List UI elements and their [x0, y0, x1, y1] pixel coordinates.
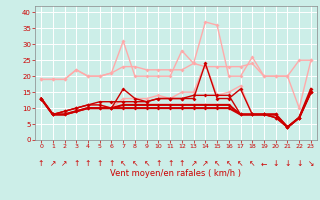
Text: ↗: ↗	[50, 159, 56, 168]
Text: ↗: ↗	[61, 159, 68, 168]
Text: ↑: ↑	[167, 159, 173, 168]
Text: ↘: ↘	[308, 159, 314, 168]
Text: ↓: ↓	[296, 159, 302, 168]
Text: ↑: ↑	[38, 159, 44, 168]
Text: ↖: ↖	[237, 159, 244, 168]
Text: ↗: ↗	[190, 159, 197, 168]
Text: ↖: ↖	[120, 159, 126, 168]
X-axis label: Vent moyen/en rafales ( km/h ): Vent moyen/en rafales ( km/h )	[110, 169, 242, 178]
Text: ↖: ↖	[214, 159, 220, 168]
Text: ↖: ↖	[249, 159, 255, 168]
Text: ↑: ↑	[179, 159, 185, 168]
Text: ↓: ↓	[273, 159, 279, 168]
Text: ←: ←	[261, 159, 267, 168]
Text: ↖: ↖	[132, 159, 138, 168]
Text: ↑: ↑	[97, 159, 103, 168]
Text: ↗: ↗	[202, 159, 209, 168]
Text: ↑: ↑	[85, 159, 91, 168]
Text: ↑: ↑	[108, 159, 115, 168]
Text: ↖: ↖	[226, 159, 232, 168]
Text: ↑: ↑	[155, 159, 162, 168]
Text: ↖: ↖	[143, 159, 150, 168]
Text: ↑: ↑	[73, 159, 79, 168]
Text: ↓: ↓	[284, 159, 291, 168]
